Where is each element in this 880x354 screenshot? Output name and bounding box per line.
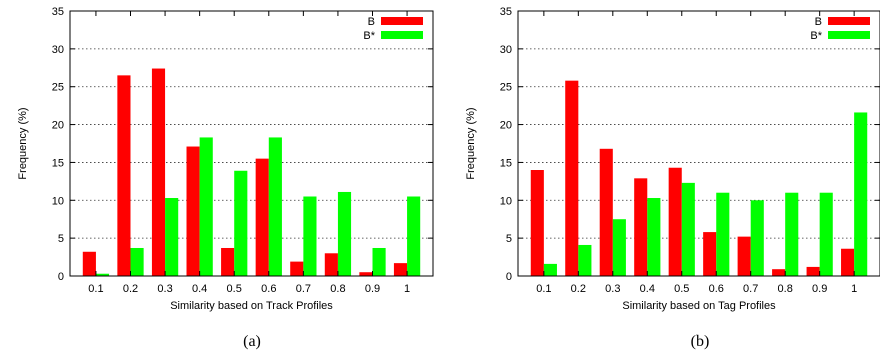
x-tick-label: 0.7 (296, 283, 311, 295)
x-tick-label: 0.1 (88, 283, 103, 295)
bar-b-star-0.3 (165, 198, 179, 276)
bar-b-0.2 (117, 75, 131, 276)
y-tick-label: 30 (500, 44, 512, 56)
bar-b-0.1 (82, 251, 96, 276)
legend-label-b: B (368, 16, 375, 28)
x-tick-label: 0.1 (536, 283, 551, 295)
bar-b-star-0.5 (234, 170, 248, 276)
panel-caption: (a) (243, 333, 261, 350)
y-tick-label: 25 (52, 82, 64, 94)
bar-b-0.4 (634, 178, 648, 276)
y-tick-label: 20 (500, 120, 512, 132)
bar-b-star-0.9 (819, 192, 833, 276)
y-tick-label: 15 (52, 157, 64, 169)
y-tick-label: 30 (52, 44, 64, 56)
y-tick-label: 15 (500, 157, 512, 169)
bar-b-0.7 (737, 236, 751, 276)
x-tick-label: 0.9 (812, 283, 827, 295)
x-tick-label: 0.4 (192, 283, 207, 295)
x-tick-label: 0.5 (674, 283, 689, 295)
legend-swatch-b (381, 17, 423, 25)
x-tick-label: 0.9 (365, 283, 380, 295)
bar-b-star-0.4 (647, 198, 661, 276)
y-tick-label: 35 (52, 6, 64, 18)
y-tick-label: 0 (506, 271, 512, 283)
legend-label-b-star: B* (810, 30, 822, 42)
bar-b-star-0.7 (750, 200, 764, 276)
bar-b-star-0.6 (716, 192, 730, 276)
bar-b-star-0.5 (681, 182, 695, 276)
bar-b-star-1 (854, 112, 868, 277)
x-tick-label: 0.5 (227, 283, 242, 295)
bar-b-0.9 (359, 272, 373, 276)
legend-swatch-b (828, 17, 870, 25)
bar-b-star-0.2 (130, 247, 144, 276)
y-tick-label: 10 (52, 195, 64, 207)
legend-swatch-b-star (828, 31, 870, 39)
bar-b-star-0.9 (372, 247, 386, 276)
chart-panel-b: 0 5 10 15 20 25 30 35 0.1 0.2 0.3 0.4 0.5 0.6 0.7 0.8 0.… (465, 6, 880, 350)
bar-b-star-0.3 (612, 219, 626, 276)
y-tick-label: 20 (52, 120, 64, 132)
bar-b-1 (393, 263, 408, 276)
x-tick-label: 1 (851, 283, 857, 295)
legend-label-b-star: B* (363, 30, 375, 42)
bar-b-star-0.8 (337, 191, 352, 276)
y-axis-label: Frequency (%) (17, 107, 29, 179)
bar-b-0.5 (668, 167, 682, 276)
y-tick-label: 5 (506, 233, 512, 245)
bar-b-star-0.8 (785, 192, 799, 276)
bar-b-star-0.1 (543, 263, 557, 276)
x-tick-label: 1 (404, 283, 410, 295)
plot-frame (517, 10, 880, 277)
y-tick-label: 10 (500, 195, 512, 207)
bar-b-0.2 (565, 80, 579, 276)
bar-b-star-0.6 (268, 137, 282, 276)
y-tick-label: 25 (500, 82, 512, 94)
x-axis-label: Similarity based on Tag Profiles (622, 300, 776, 312)
x-tick-label: 0.8 (778, 283, 793, 295)
bar-b-star-1 (407, 196, 421, 276)
y-tick-label: 5 (58, 233, 64, 245)
panel-caption: (b) (691, 333, 710, 350)
x-tick-label: 0.7 (743, 283, 758, 295)
x-tick-label: 0.3 (605, 283, 620, 295)
bar-b-0.5 (221, 247, 235, 276)
plot-frame (69, 10, 434, 277)
bar-b-star-0.4 (199, 137, 213, 276)
x-tick-label: 0.6 (261, 283, 276, 295)
bar-b-0.7 (290, 261, 304, 276)
x-tick-label: 0.8 (330, 283, 345, 295)
legend-swatch-b-star (381, 31, 423, 39)
y-tick-label: 35 (500, 6, 512, 18)
bar-b-star-0.7 (303, 196, 317, 276)
x-tick-label: 0.2 (571, 283, 586, 295)
bar-b-0.4 (186, 146, 200, 276)
bar-b-0.8 (772, 269, 786, 276)
x-tick-label: 0.6 (709, 283, 724, 295)
y-axis-label: Frequency (%) (465, 107, 477, 179)
x-tick-label: 0.2 (123, 283, 138, 295)
bar-b-star-0.1 (95, 273, 110, 276)
x-axis-label: Similarity based on Track Profiles (170, 300, 333, 312)
legend-label-b: B (815, 16, 822, 28)
bar-b-1 (841, 248, 855, 276)
bar-b-0.6 (703, 232, 717, 276)
chart-panel-a: 0 5 10 15 20 25 30 35 0.1 0.2 0.3 0.4 0.5 0.6 0.7 0.8 0.… (17, 6, 434, 350)
bar-b-0.6 (255, 158, 269, 276)
bar-b-0.1 (530, 170, 544, 276)
x-tick-label: 0.3 (157, 283, 172, 295)
y-tick-label: 0 (58, 271, 64, 283)
bar-b-0.3 (151, 68, 166, 276)
bar-b-star-0.2 (578, 244, 592, 276)
bar-b-0.9 (806, 266, 820, 276)
x-tick-label: 0.4 (640, 283, 655, 295)
bar-b-0.8 (324, 253, 338, 276)
bar-b-0.3 (599, 148, 613, 276)
